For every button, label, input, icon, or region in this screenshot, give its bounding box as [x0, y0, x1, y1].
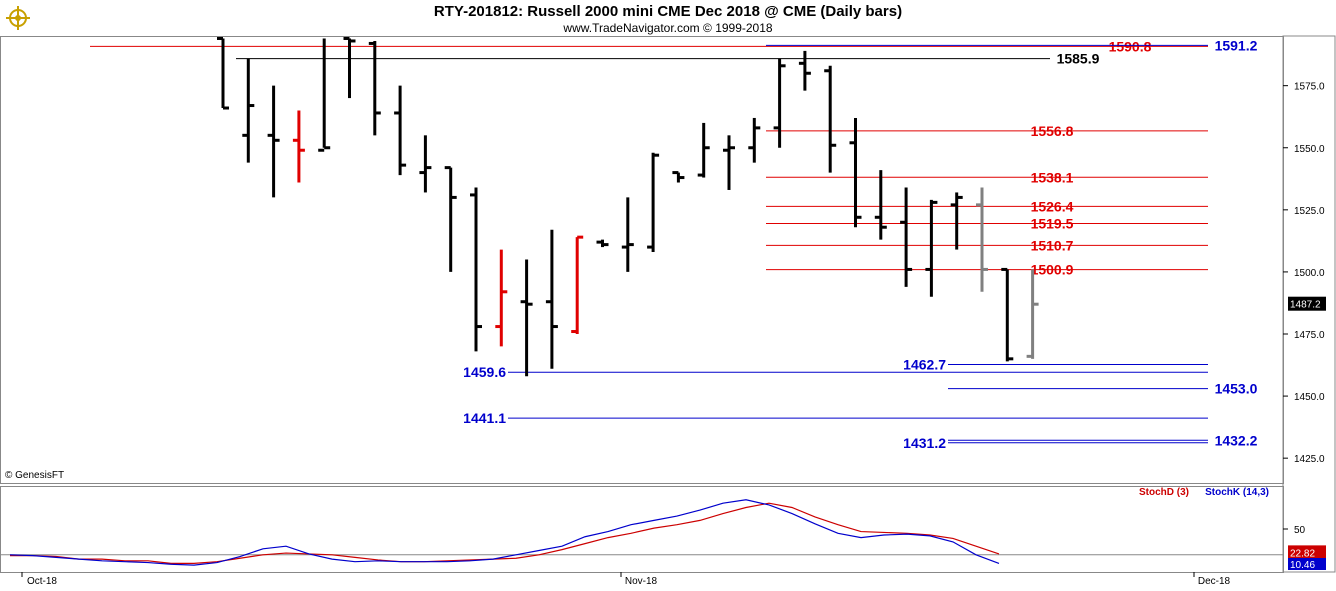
stoch-line-1 — [9, 499, 1000, 566]
level-label-1590.8: 1590.8 — [1109, 38, 1152, 54]
level-label-1459.6: 1459.6 — [463, 364, 506, 380]
ohlc-bar-0 — [217, 36, 229, 110]
last-price-label: 1487.2 — [1290, 300, 1321, 311]
ohlc-bar-3 — [292, 110, 305, 183]
ohlc-bar-27 — [900, 187, 913, 287]
stochD-legend: StochD (3) — [1139, 487, 1189, 498]
ohlc-bar-11 — [495, 249, 508, 347]
level-label-1519.5: 1519.5 — [1031, 215, 1074, 231]
level-label-1526.4: 1526.4 — [1031, 198, 1074, 214]
ohlc-bar-20 — [723, 135, 735, 190]
stoch-line-0 — [10, 502, 1000, 565]
chart-header: RTY-201812: Russell 2000 mini CME Dec 20… — [0, 0, 1336, 36]
ohlc-bar-19 — [697, 122, 710, 178]
ohlc-bar-2 — [267, 85, 280, 198]
ohlc-bar-14 — [571, 235, 584, 334]
ohlc-bar-28 — [925, 199, 938, 297]
level-label-1431.2: 1431.2 — [903, 435, 946, 451]
price-levels: 1590.8 1591.2 1585.9 1556.8 1538.1 1526.41519… — [90, 37, 1258, 451]
ohlc-bar-9 — [444, 166, 457, 272]
last-price-box — [1288, 296, 1326, 311]
ohlc-bar-25 — [849, 117, 862, 228]
y-tick-label: 1500.0 — [1294, 268, 1325, 279]
ohlc-bar-15 — [596, 239, 609, 248]
ohlc-bars — [217, 36, 1039, 377]
ohlc-bar-29 — [950, 192, 963, 250]
level-label-1538.1: 1538.1 — [1031, 169, 1074, 185]
stochastic-panel-border — [0, 486, 1284, 573]
ohlc-bar-16 — [621, 197, 634, 272]
chart-title: RTY-201812: Russell 2000 mini CME Dec 20… — [433, 3, 903, 20]
stoch-tick-label: 50 — [1294, 525, 1306, 536]
ohlc-bar-1 — [242, 58, 255, 163]
ohlc-bar-5 — [343, 36, 356, 99]
chart-frame — [0, 35, 1336, 573]
level-label-1453.0: 1453.0 — [1215, 381, 1258, 397]
ohlc-bar-21 — [748, 117, 761, 163]
x-tick-label: Dec-18 — [1198, 576, 1231, 587]
ohlc-bar-26 — [874, 170, 887, 240]
ohlc-bar-31 — [1001, 267, 1014, 362]
level-label-1462.7: 1462.7 — [903, 357, 946, 373]
y-tick-label: 1475.0 — [1294, 330, 1325, 341]
ohlc-bar-17 — [647, 152, 660, 253]
stochD-last-label: 22.82 — [1290, 548, 1315, 559]
level-label-1591.2: 1591.2 — [1215, 37, 1258, 53]
y-tick-label: 1525.0 — [1294, 206, 1325, 217]
price-panel-border — [0, 36, 1284, 484]
stochK-legend: StochK (14,3) — [1205, 487, 1269, 498]
y-tick-label: 1425.0 — [1294, 454, 1325, 465]
y-tick-label: 1550.0 — [1294, 144, 1325, 155]
ohlc-bar-13 — [545, 229, 558, 369]
ohlc-bar-4 — [318, 38, 331, 152]
copyright-label: © GenesisFT — [5, 470, 64, 481]
ohlc-bar-18 — [672, 171, 685, 183]
level-label-1510.7: 1510.7 — [1031, 237, 1074, 253]
level-label-1432.2: 1432.2 — [1215, 432, 1258, 448]
chart-subtitle: www.TradeNavigator.com © 1999-2018 — [563, 21, 773, 35]
ohlc-bar-32 — [1026, 269, 1039, 359]
ohlc-bar-30 — [976, 187, 988, 292]
navigator-logo-icon — [6, 6, 30, 30]
price-axis: 1575.0 1550.0 1525.0 1500.0 1475.0 1450.0 1425… — [21, 82, 1326, 587]
level-label-1556.8: 1556.8 — [1031, 123, 1074, 139]
x-tick-label: Oct-18 — [27, 576, 57, 587]
ohlc-bar-22 — [773, 58, 786, 148]
level-label-1441.1: 1441.1 — [463, 410, 506, 426]
ohlc-bar-23 — [798, 50, 811, 91]
ohlc-bar-24 — [824, 65, 837, 173]
stochK-last-label: 10.46 — [1290, 560, 1315, 571]
ohlc-bar-6 — [368, 40, 381, 136]
stochD-last-box — [1288, 545, 1326, 559]
level-label-1585.9: 1585.9 — [1057, 51, 1100, 67]
stochK-last-box — [1288, 558, 1326, 571]
ohlc-bar-10 — [470, 187, 482, 352]
ohlc-bar-7 — [394, 85, 407, 176]
ohlc-bar-12 — [520, 259, 533, 377]
ohlc-bar-8 — [419, 135, 432, 193]
axis-panel-border — [1282, 35, 1336, 573]
level-label-1500.9: 1500.9 — [1031, 262, 1074, 278]
x-tick-label: Nov-18 — [625, 576, 658, 587]
y-tick-label: 1575.0 — [1294, 82, 1325, 93]
y-tick-label: 1450.0 — [1294, 392, 1325, 403]
